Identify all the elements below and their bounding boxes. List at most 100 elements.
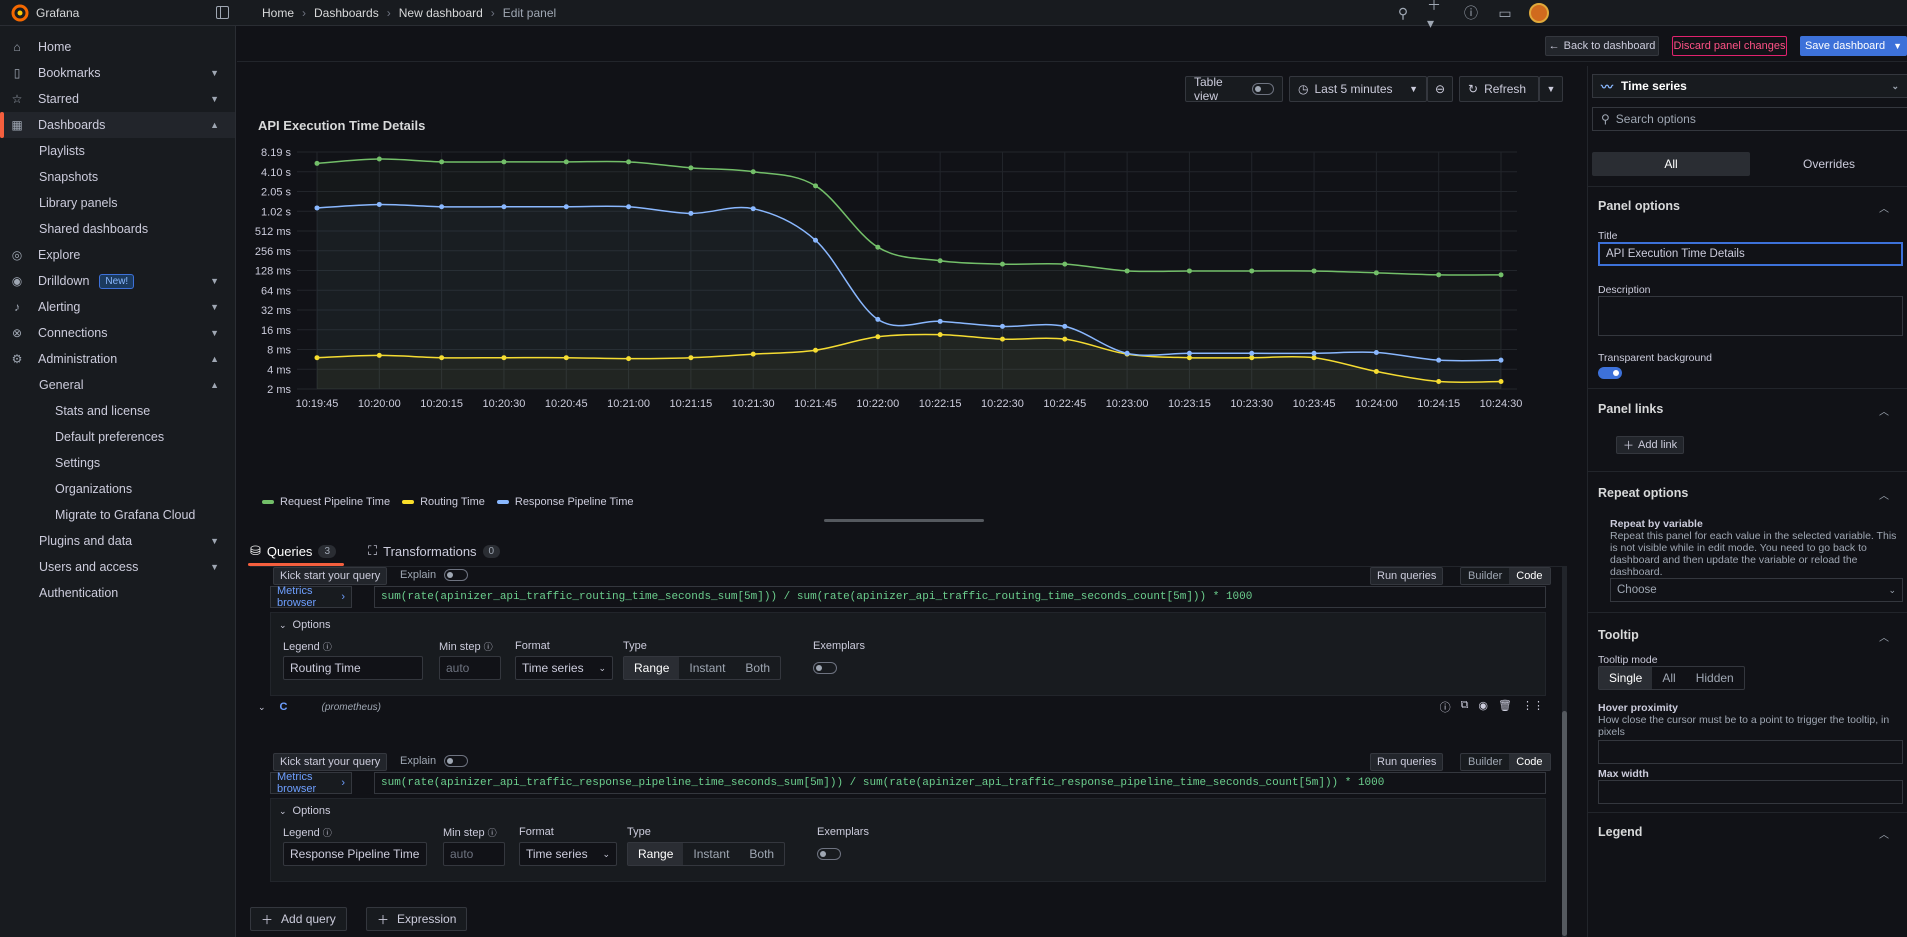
sidebar-item-default-preferences[interactable]: Default preferences [55,430,165,444]
tab-queries[interactable]: ⛁ Queries 3 [248,536,344,566]
metrics-browser-button[interactable]: Metrics browser › [270,771,352,795]
add-expression-button[interactable]: ＋ Expression [366,907,468,931]
explain-toggle[interactable]: Explain [400,755,469,767]
options-toggle[interactable]: ⌄ Options [279,805,331,817]
sidebar-item-bookmarks[interactable]: ▯ Bookmarks ▼ [0,60,235,86]
tab-overrides[interactable]: Overrides [1802,157,1855,171]
legend-item-response-pipeline[interactable]: Response Pipeline Time [496,496,634,508]
sidebar-item-home[interactable]: ⌂ Home [0,34,235,60]
visualization-picker[interactable]: 〰 Time series ⌄ [1592,74,1907,98]
help-icon[interactable]: ⓘ [1464,5,1478,21]
tooltip-single-option[interactable]: Single [1599,667,1653,689]
dock-menu-icon[interactable] [216,6,229,19]
add-query-button[interactable]: ＋ Add query [250,907,347,931]
sidebar-item-migrate[interactable]: Migrate to Grafana Cloud [55,508,196,522]
hover-proximity-input[interactable] [1598,740,1903,764]
query-code-editor[interactable]: sum(rate(apinizer_api_traffic_response_p… [374,772,1546,794]
grafana-logo-icon[interactable] [8,1,32,25]
chevron-up-icon[interactable]: ︿ [1879,407,1889,418]
max-width-input[interactable] [1598,780,1903,804]
zoom-out-icon[interactable]: ⊖ [1427,76,1453,102]
tooltip-all-option[interactable]: All [1662,671,1676,685]
legend-item-routing[interactable]: Routing Time [402,496,485,508]
trash-icon[interactable]: 🗑 [1498,700,1512,712]
builder-option[interactable]: Builder [1468,756,1503,768]
run-queries-button[interactable]: Run queries [1370,753,1444,771]
tooltip-header[interactable]: Tooltip [1598,628,1639,642]
legend-input[interactable]: Routing Time [283,656,423,680]
refresh-button[interactable]: ↻ Refresh [1459,76,1539,102]
tooltip-hidden-option[interactable]: Hidden [1695,671,1734,685]
table-view-toggle[interactable]: Table view [1185,75,1283,103]
builder-code-switch[interactable]: Builder Code [1460,753,1551,771]
eye-icon[interactable]: ◉ [1478,700,1489,712]
repeat-variable-select[interactable]: Choose ⌄ [1610,578,1903,602]
sidebar-item-drilldown[interactable]: ◉ Drilldown New! ▼ [11,273,219,289]
chevron-up-icon[interactable]: ︿ [1879,830,1889,841]
help-icon[interactable]: ⓘ [1439,702,1451,714]
sidebar-item-shared-dashboards[interactable]: Shared dashboards [39,222,149,236]
queries-scrollbar[interactable] [1562,566,1567,937]
exemplars-switch[interactable] [817,848,841,860]
min-step-input[interactable]: auto [439,656,501,680]
chevron-up-icon[interactable]: ︿ [1879,633,1889,644]
panel-options-header[interactable]: Panel options [1598,199,1680,213]
save-dashboard-button[interactable]: Save dashboard ▼ [1800,36,1907,56]
type-instant-option[interactable]: Instant [689,661,726,675]
chevron-down-icon[interactable]: ▼ [1893,41,1903,51]
sidebar-item-authentication[interactable]: Authentication [39,586,119,600]
query-code-editor[interactable]: sum(rate(apinizer_api_traffic_routing_ti… [374,586,1546,608]
code-option[interactable]: Code [1509,754,1550,770]
chevron-down-icon[interactable]: ▼ [210,328,219,338]
chevron-down-icon[interactable]: ▼ [210,302,219,312]
query-row-header[interactable]: ⌄ C (prometheus) ⓘ ⧉ ◉ 🗑 ⋮⋮ [258,699,1544,714]
breadcrumb-new-dashboard[interactable]: New dashboard [398,6,483,20]
news-icon[interactable]: ▭ [1498,4,1512,21]
sidebar-item-explore[interactable]: ◎ Explore [11,248,81,262]
sidebar-item-connections[interactable]: ⊗ Connections ▼ [11,326,219,340]
description-textarea[interactable] [1598,296,1903,336]
transparent-background-switch[interactable] [1598,367,1622,379]
sidebar-item-playlists[interactable]: Playlists [39,144,85,158]
type-range-option[interactable]: Range [624,657,680,679]
explain-toggle[interactable]: Explain [400,569,469,581]
chevron-up-icon[interactable]: ▲ [210,354,219,364]
metrics-browser-button[interactable]: Metrics browser › [270,585,352,609]
chevron-down-icon[interactable]: ▼ [210,68,219,78]
back-to-dashboard-button[interactable]: ← Back to dashboard [1545,36,1659,56]
time-series-chart[interactable]: 2 ms 4 ms 8 ms 16 ms 32 ms 64 ms 128 ms 256 ms 5… [237,140,1567,480]
run-queries-button[interactable]: Run queries [1370,567,1444,585]
legend-input[interactable]: Response Pipeline Time [283,842,427,866]
table-view-switch[interactable] [1252,83,1274,95]
time-range-picker[interactable]: ◷ Last 5 minutes ▼ [1289,76,1427,102]
format-select[interactable]: Time series ⌄ [519,842,617,866]
format-select[interactable]: Time series ⌄ [515,656,613,680]
type-instant-option[interactable]: Instant [693,847,730,861]
copy-icon[interactable]: ⧉ [1460,699,1469,711]
min-step-input[interactable]: auto [443,842,505,866]
sidebar-item-general[interactable]: General ▲ [39,378,219,392]
chevron-up-icon[interactable]: ︿ [1879,491,1889,502]
splitter-handle[interactable] [824,519,984,522]
explain-switch[interactable] [444,569,469,581]
chevron-down-icon[interactable]: ▼ [210,94,219,104]
options-toggle[interactable]: ⌄ Options [279,619,331,631]
exemplars-switch[interactable] [813,662,837,674]
sidebar-item-organizations[interactable]: Organizations [55,482,133,496]
sidebar-item-snapshots[interactable]: Snapshots [39,170,99,184]
breadcrumb-home[interactable]: Home [262,6,295,20]
panel-links-header[interactable]: Panel links [1598,402,1664,416]
breadcrumb-dashboards[interactable]: Dashboards [314,6,379,20]
code-option[interactable]: Code [1509,568,1550,584]
legend-item-request-pipeline[interactable]: Request Pipeline Time [262,496,390,508]
chevron-up-icon[interactable]: ▲ [210,120,219,130]
chevron-up-icon[interactable]: ▲ [210,380,219,390]
tab-transformations[interactable]: ⛶ Transformations 0 [368,536,501,566]
repeat-options-header[interactable]: Repeat options [1598,486,1689,500]
kick-start-query-button[interactable]: Kick start your query [273,567,388,585]
discard-panel-changes-button[interactable]: Discard panel changes [1672,36,1787,56]
chevron-down-icon[interactable]: ▼ [210,562,219,572]
drag-handle-icon[interactable]: ⋮⋮ [1522,700,1544,712]
sidebar-item-plugins-and-data[interactable]: Plugins and data ▼ [39,534,219,548]
legend-header[interactable]: Legend [1598,825,1643,839]
